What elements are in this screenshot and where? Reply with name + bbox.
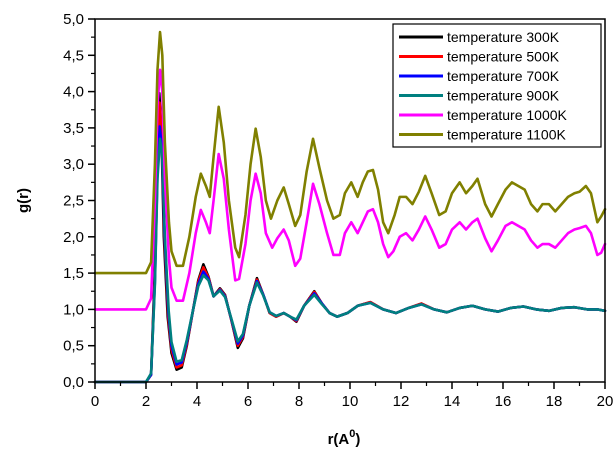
series-line-4 [93,68,607,311]
y-tick-label: 0,0 [63,374,84,391]
x-tick-label: 6 [244,393,252,410]
series-line-3 [93,137,607,384]
x-tick-label: 12 [393,393,410,410]
x-tick-label: 4 [193,393,201,410]
y-tick-label: 1,0 [63,301,84,318]
y-tick-label: 2,0 [63,229,84,246]
x-tick-label: 18 [546,393,563,410]
legend-box [392,23,602,148]
y-tick-label: 1,5 [63,265,84,282]
y-tick-label: 3,0 [63,156,84,173]
series-line-5 [93,30,607,275]
x-tick-label: 2 [142,393,150,410]
x-tick-label: 20 [597,393,614,410]
x-tick-label: 10 [342,393,359,410]
x-axis-title-close: ) [355,431,360,448]
legend-label-2: temperature 700K [447,68,560,84]
legend-label-5: temperature 1100K [447,127,566,143]
x-tick-label: 0 [91,393,99,410]
x-tick-label: 8 [295,393,303,410]
x-axis-title: r(A0) [328,428,361,448]
x-axis-title-base: r(A [328,431,350,448]
axes-layer: 0 2 4 6 8 10 12 14 16 18 20 0,0 0,5 1,0 1,5 2,0 2,5 3,0 3,… [63,11,613,410]
x-tick-label: 14 [444,393,461,410]
legend: temperature 300K temperature 500K temperat… [392,23,602,148]
legend-label-3: temperature 900K [447,88,560,104]
legend-label-4: temperature 1000K [447,107,568,123]
y-tick-label: 4,0 [63,84,84,101]
y-tick-label: 2,5 [63,193,84,210]
y-tick-label: 0,5 [63,338,84,355]
y-axis-title: g(r) [15,188,32,213]
y-tick-label: 4,5 [63,47,84,64]
y-tick-label: 3,5 [63,120,84,137]
x-axis-title-superscript: 0 [349,428,355,440]
series-layer [93,30,607,384]
y-tick-label: 5,0 [63,11,84,28]
legend-label-0: temperature 300K [447,29,560,45]
legend-label-1: temperature 500K [447,49,560,65]
x-tick-label: 16 [495,393,512,410]
